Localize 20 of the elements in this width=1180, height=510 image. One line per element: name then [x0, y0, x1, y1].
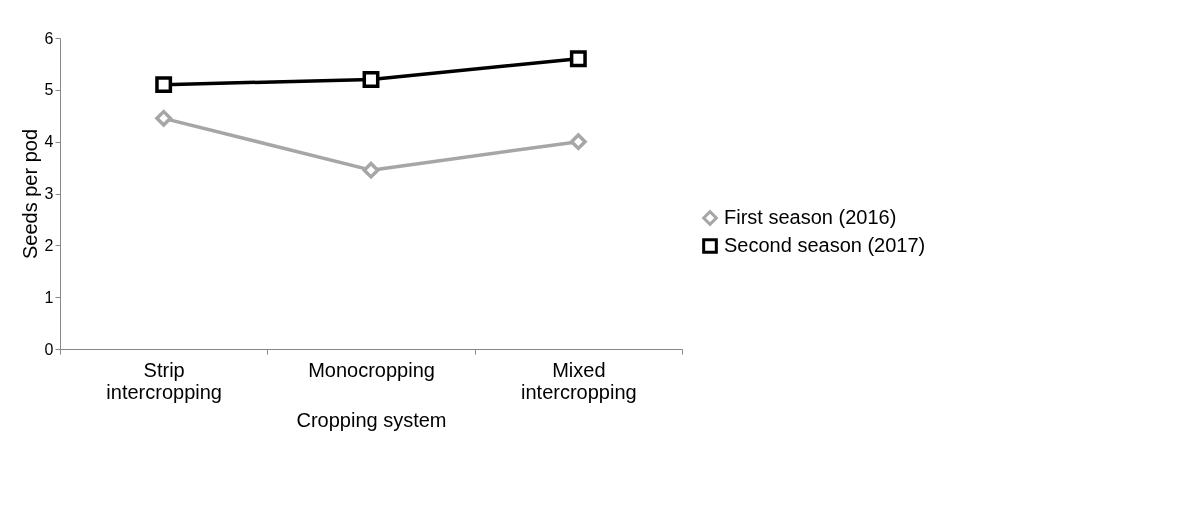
- point: [569, 133, 587, 151]
- y-tick-label: 5: [44, 81, 54, 99]
- x-tick-label: Monocropping: [308, 358, 435, 381]
- x-tick-label: Mixed intercropping: [521, 358, 637, 403]
- y-tick-label: 3: [44, 185, 54, 202]
- point: [155, 76, 173, 94]
- legend-label: Second season (2017): [724, 234, 926, 256]
- point: [362, 71, 380, 88]
- y-tick-label: 1: [44, 288, 54, 306]
- y-tick-label: 6: [44, 29, 54, 47]
- x-axis-title: Cropping system: [296, 408, 447, 431]
- legend-label: First season (2016): [724, 206, 897, 228]
- y-tick-label: 0: [44, 340, 54, 358]
- point: [569, 50, 587, 68]
- point: [155, 109, 173, 127]
- y-axis-title: Seeds per pod: [18, 128, 41, 260]
- y-tick-label: 4: [44, 133, 54, 151]
- y-tick-label: 2: [44, 236, 54, 254]
- point: [362, 161, 380, 179]
- x-tick-label: Strip intercropping: [106, 358, 222, 403]
